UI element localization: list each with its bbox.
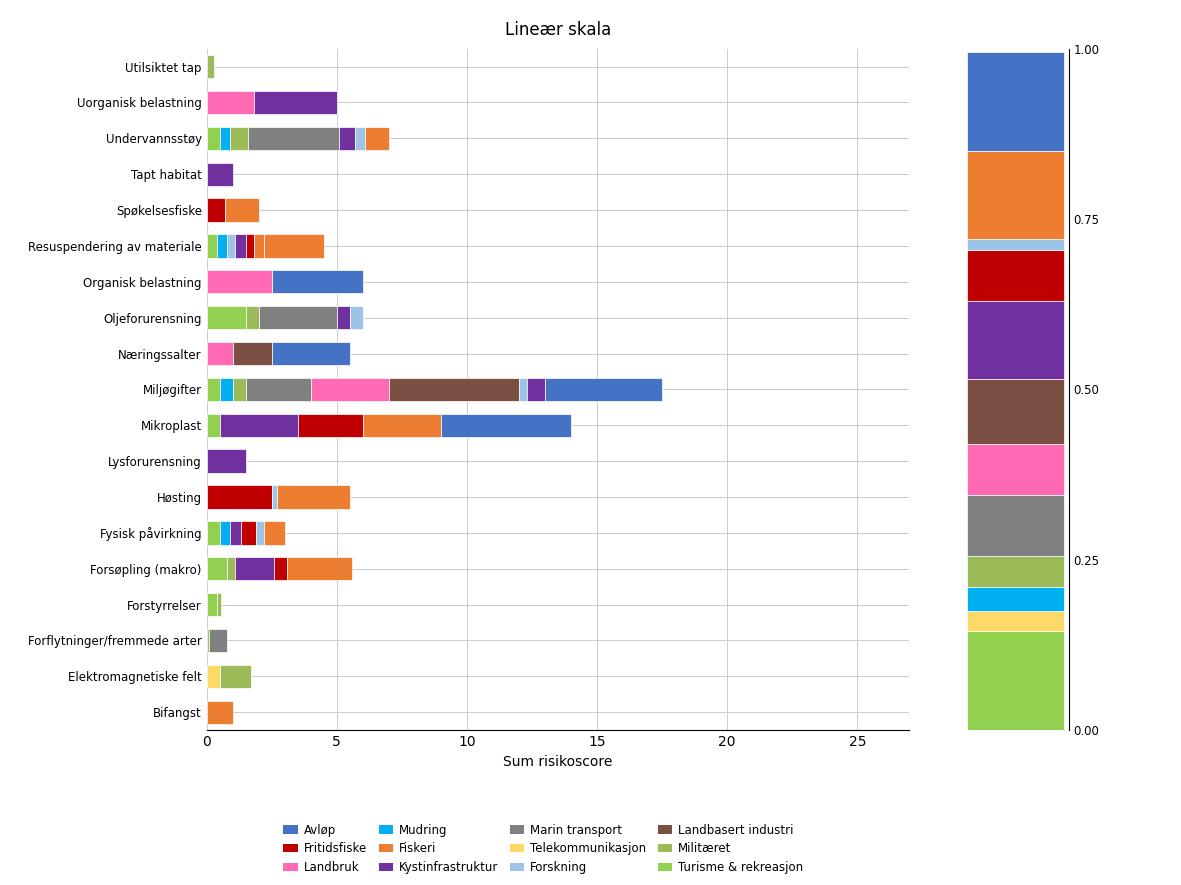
- Bar: [207, 270, 272, 294]
- Bar: [967, 495, 1064, 557]
- Bar: [967, 611, 1064, 631]
- Bar: [207, 306, 246, 329]
- Bar: [967, 52, 1064, 150]
- Bar: [544, 378, 663, 401]
- Bar: [337, 306, 350, 329]
- Bar: [263, 521, 285, 544]
- Bar: [311, 378, 389, 401]
- Bar: [967, 250, 1064, 301]
- Bar: [256, 521, 263, 544]
- Bar: [274, 557, 287, 581]
- Bar: [967, 444, 1064, 495]
- Bar: [207, 198, 224, 222]
- Bar: [207, 413, 220, 437]
- Bar: [207, 521, 220, 544]
- Bar: [207, 91, 254, 114]
- Bar: [246, 306, 259, 329]
- Bar: [272, 485, 276, 509]
- Bar: [207, 127, 220, 150]
- Bar: [207, 629, 209, 652]
- Bar: [217, 593, 221, 616]
- Title: Lineær skala: Lineær skala: [505, 20, 611, 39]
- Bar: [248, 127, 339, 150]
- Bar: [272, 342, 350, 366]
- Bar: [527, 378, 544, 401]
- Bar: [967, 379, 1064, 444]
- Bar: [363, 413, 441, 437]
- Bar: [224, 198, 259, 222]
- Bar: [967, 557, 1064, 587]
- Bar: [207, 55, 215, 78]
- Bar: [339, 127, 355, 150]
- Bar: [230, 127, 248, 150]
- Bar: [217, 235, 228, 258]
- Bar: [220, 665, 250, 688]
- Bar: [389, 378, 518, 401]
- Bar: [220, 521, 230, 544]
- Bar: [967, 150, 1064, 240]
- Bar: [263, 235, 324, 258]
- Bar: [259, 306, 337, 329]
- Bar: [254, 235, 263, 258]
- Bar: [254, 91, 337, 114]
- Bar: [207, 593, 217, 616]
- Bar: [207, 557, 228, 581]
- Bar: [272, 270, 363, 294]
- Bar: [246, 235, 254, 258]
- Bar: [233, 378, 246, 401]
- Bar: [220, 127, 230, 150]
- Bar: [207, 163, 233, 186]
- Bar: [365, 127, 389, 150]
- Bar: [350, 306, 363, 329]
- Bar: [276, 485, 350, 509]
- Bar: [207, 485, 272, 509]
- Bar: [967, 587, 1064, 611]
- Bar: [209, 629, 228, 652]
- Bar: [241, 521, 256, 544]
- X-axis label: Sum risikoscore: Sum risikoscore: [503, 755, 613, 768]
- Bar: [230, 521, 241, 544]
- Bar: [207, 235, 217, 258]
- Bar: [220, 378, 233, 401]
- Bar: [228, 557, 235, 581]
- Bar: [518, 378, 527, 401]
- Bar: [228, 235, 235, 258]
- Bar: [220, 413, 298, 437]
- Bar: [207, 378, 220, 401]
- Bar: [287, 557, 352, 581]
- Bar: [298, 413, 363, 437]
- Bar: [967, 240, 1064, 250]
- Bar: [355, 127, 365, 150]
- Bar: [967, 301, 1064, 379]
- Bar: [967, 631, 1064, 730]
- Bar: [235, 235, 246, 258]
- Bar: [207, 450, 246, 473]
- Bar: [441, 413, 572, 437]
- Bar: [207, 342, 233, 366]
- Legend: Avløp, Fritidsfiske, Landbruk, Mudring, Fiskeri, Kystinfrastruktur, Marin transp: Avløp, Fritidsfiske, Landbruk, Mudring, …: [279, 819, 808, 879]
- Bar: [246, 378, 311, 401]
- Bar: [235, 557, 274, 581]
- Bar: [207, 701, 233, 724]
- Bar: [233, 342, 272, 366]
- Bar: [207, 665, 220, 688]
